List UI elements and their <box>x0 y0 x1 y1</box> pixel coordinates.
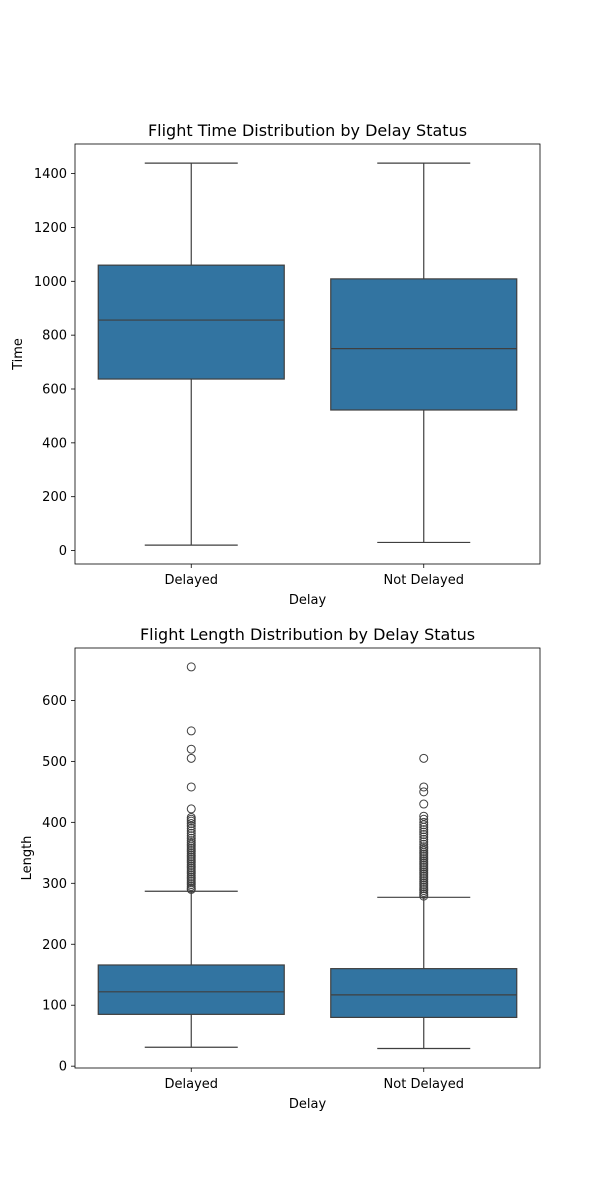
outlier-point-31 <box>419 832 429 842</box>
y-tick-label-time-5: 1000 <box>34 275 67 290</box>
box-body <box>97 964 285 1015</box>
y-axis-label-time: Time <box>11 338 26 371</box>
boxes-length <box>97 662 518 1050</box>
x-tick-label-time-0: Delayed <box>164 573 218 588</box>
y-axis-label-length: Length <box>20 836 35 881</box>
outlier-point-37 <box>186 812 196 822</box>
y-tick-label-time-7: 1400 <box>34 167 67 182</box>
chart-title-length: Flight Length Distribution by Delay Stat… <box>140 625 475 644</box>
chart-title-time: Flight Time Distribution by Delay Status <box>148 121 467 140</box>
outlier-point-39 <box>419 811 429 821</box>
outlier-point-41 <box>419 787 429 797</box>
outlier-point-33 <box>419 827 429 837</box>
y-tick-label-time-4: 800 <box>42 329 67 344</box>
box-length-1 <box>330 753 518 1050</box>
x-tick-label-length-1: Not Delayed <box>384 1077 464 1092</box>
outlier-point-29 <box>186 831 196 841</box>
boxes-time <box>97 162 518 546</box>
y-tick-label-time-2: 400 <box>42 436 67 451</box>
box-time-1 <box>330 162 518 544</box>
y-tick-label-time-6: 1200 <box>34 221 67 236</box>
plot-frame-length <box>74 647 541 1069</box>
y-tick-label-length-3: 300 <box>42 877 67 892</box>
outlier-point-30 <box>419 834 429 844</box>
outlier-point-32 <box>419 830 429 840</box>
y-tick-label-length-6: 600 <box>42 694 67 709</box>
x-tick-label-length-0: Delayed <box>164 1077 218 1092</box>
outlier-point-31 <box>186 826 196 836</box>
plot-frame-time <box>74 143 541 565</box>
y-tick-label-time-1: 200 <box>42 490 67 505</box>
outlier-point-43 <box>419 753 429 763</box>
x-ticks-time: Delayed Not Delayed <box>164 564 464 588</box>
y-tick-label-time-3: 600 <box>42 383 67 398</box>
outlier-point-42 <box>419 782 429 792</box>
x-axis-label-time: Delay <box>289 593 327 608</box>
outlier-point-43 <box>186 662 196 672</box>
outlier-point-41 <box>186 744 196 754</box>
outlier-point-29 <box>419 837 429 847</box>
outlier-point-38 <box>419 814 429 824</box>
outlier-point-37 <box>419 817 429 827</box>
outlier-point-36 <box>419 820 429 830</box>
y-tick-label-length-1: 100 <box>42 999 67 1014</box>
outlier-point-38 <box>186 804 196 814</box>
outlier-point-40 <box>419 799 429 809</box>
y-tick-label-length-4: 400 <box>42 816 67 831</box>
outlier-point-33 <box>186 821 196 831</box>
y-tick-label-length-0: 0 <box>59 1060 67 1075</box>
box-time-0 <box>97 162 285 546</box>
outlier-point-42 <box>186 726 196 736</box>
x-tick-label-time-1: Not Delayed <box>384 573 464 588</box>
outlier-point-27 <box>186 836 196 846</box>
outlier-point-27 <box>419 842 429 852</box>
box-body <box>97 264 285 380</box>
x-ticks-length: Delayed Not Delayed <box>164 1068 464 1092</box>
x-axis-label-length: Delay <box>289 1097 327 1112</box>
subplot-length: Flight Length Distribution by Delay Stat… <box>20 625 541 1112</box>
outlier-point-39 <box>186 782 196 792</box>
box-body <box>330 278 518 411</box>
outlier-point-40 <box>186 753 196 763</box>
subplot-time: Flight Time Distribution by Delay Status… <box>11 121 541 608</box>
outlier-point-32 <box>186 823 196 833</box>
outlier-point-34 <box>186 819 196 829</box>
outlier-point-34 <box>419 825 429 835</box>
box-body <box>330 968 518 1019</box>
y-tick-label-length-5: 500 <box>42 755 67 770</box>
outlier-point-28 <box>186 833 196 843</box>
y-ticks-time: 0 200 400 600 800 1000 1200 1400 <box>34 167 75 559</box>
outlier-point-28 <box>419 839 429 849</box>
y-ticks-length: 0 100 200 300 400 500 600 <box>42 694 75 1075</box>
y-tick-label-time-0: 0 <box>59 544 67 559</box>
box-length-0 <box>97 662 285 1048</box>
y-tick-label-length-2: 200 <box>42 938 67 953</box>
outlier-point-30 <box>186 828 196 838</box>
